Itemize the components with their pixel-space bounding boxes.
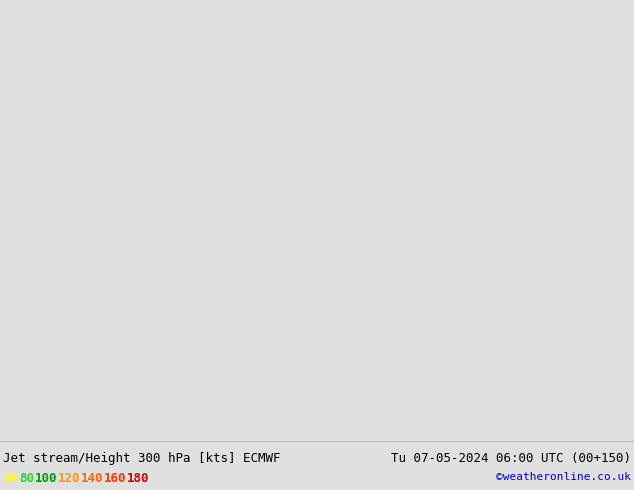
Text: Tu 07-05-2024 06:00 UTC (00+150): Tu 07-05-2024 06:00 UTC (00+150): [391, 452, 631, 465]
Text: 60: 60: [3, 472, 18, 485]
Text: ©weatheronline.co.uk: ©weatheronline.co.uk: [496, 472, 631, 482]
Text: Jet stream/Height 300 hPa [kts] ECMWF: Jet stream/Height 300 hPa [kts] ECMWF: [3, 452, 280, 465]
Text: 160: 160: [104, 472, 127, 485]
Text: 100: 100: [35, 472, 58, 485]
Text: 120: 120: [58, 472, 81, 485]
Text: 80: 80: [19, 472, 34, 485]
Text: 140: 140: [81, 472, 103, 485]
Text: 180: 180: [127, 472, 150, 485]
